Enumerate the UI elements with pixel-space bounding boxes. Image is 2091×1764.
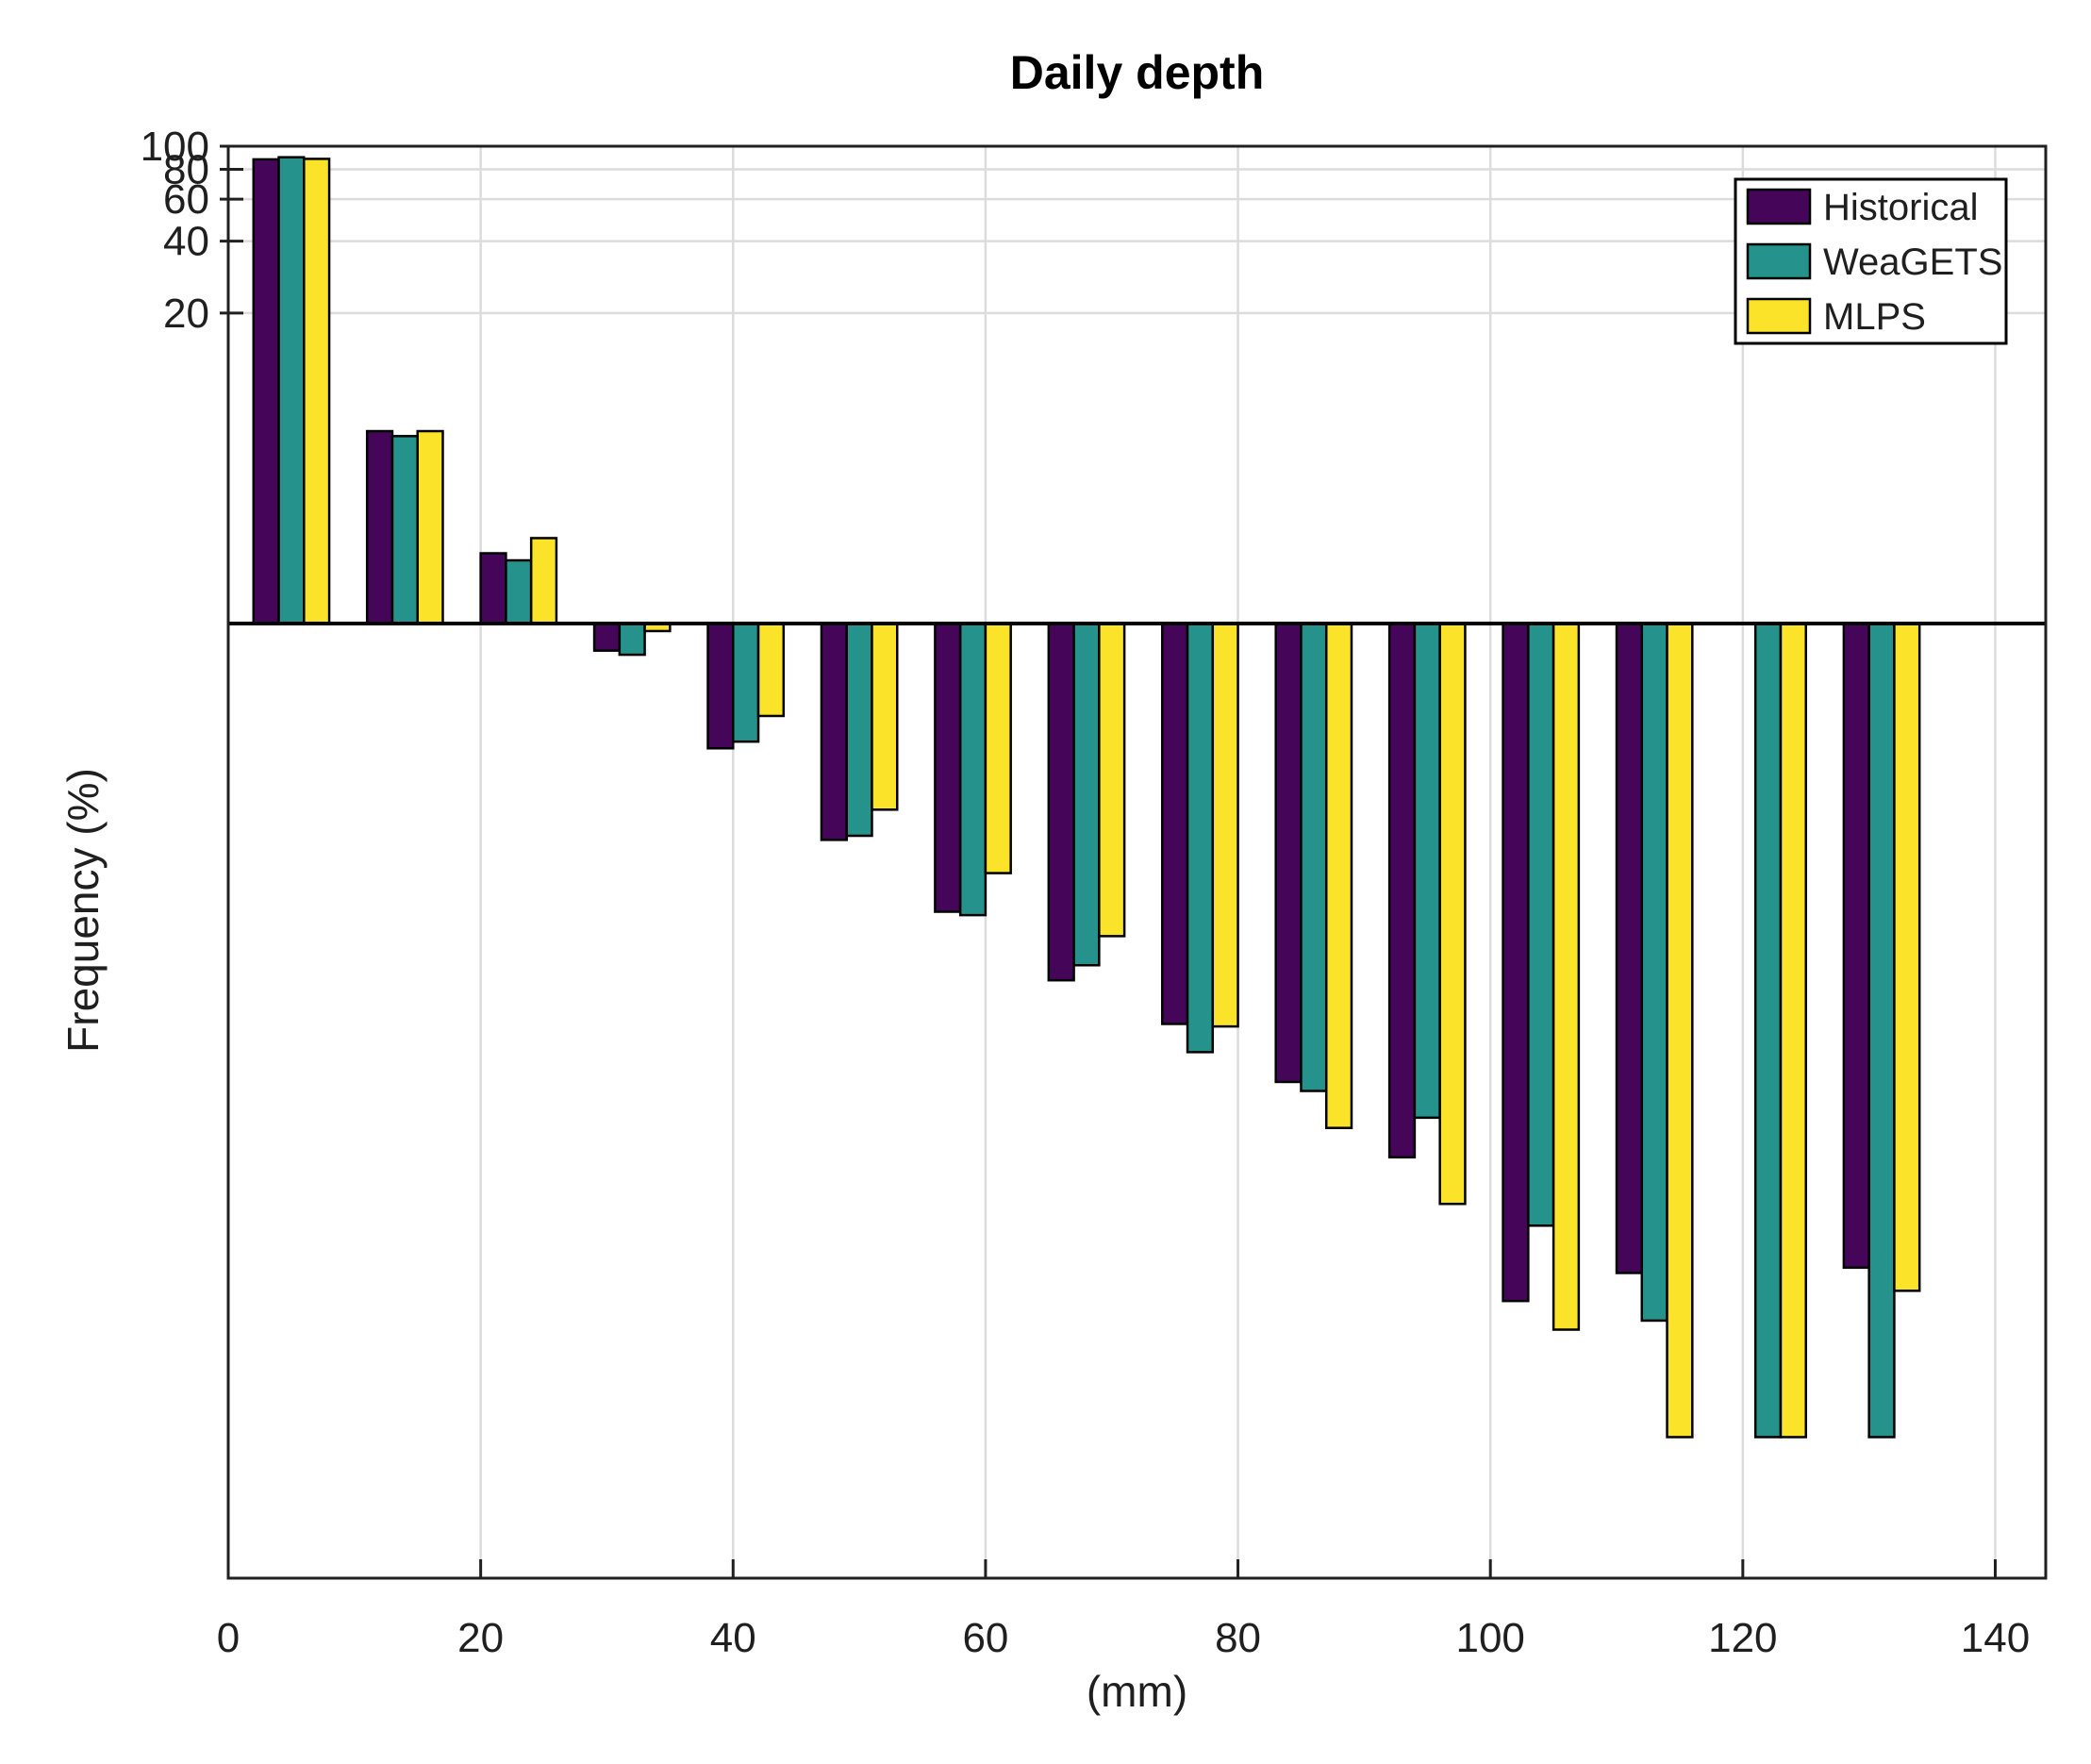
bar-MLPS-41mm [756,622,786,718]
x-tick-label-100: 100 [1455,1615,1524,1661]
x-tick-label-0: 0 [217,1615,240,1661]
bar-Historical-86mm [1274,622,1303,1084]
bar-WeaGETS-86mm [1300,622,1328,1092]
bar-MLPS-23mm [529,537,558,625]
legend-swatch-Historical [1746,188,1812,225]
bar-MLPS-50mm [871,622,899,811]
bar-Historical-32mm [592,622,622,652]
bar-MLPS-104mm [1552,622,1581,1331]
bar-WeaGETS-95mm [1413,622,1441,1120]
legend-swatch-MLPS [1746,297,1812,335]
y-tick-label-20: 20 [163,291,209,337]
bar-WeaGETS-113mm [1640,622,1668,1323]
bar-Historical-95mm [1387,622,1417,1159]
x-tick-label-120: 120 [1708,1615,1777,1661]
bar-Historical-68mm [1047,622,1075,982]
bar-Historical-113mm [1615,622,1644,1274]
bar-MLPS-122mm [1779,622,1807,1439]
x-tick-label-60: 60 [962,1615,1008,1661]
bar-MLPS-113mm [1666,622,1694,1439]
y-tick-label-40: 40 [163,219,209,265]
x-axis-label: (mm) [1086,1667,1188,1716]
bar-WeaGETS-131mm [1867,622,1896,1439]
bar-WeaGETS-77mm [1186,622,1215,1054]
bar-WeaGETS-14mm [390,435,419,625]
plot-border [226,144,2048,1580]
bar-MLPS-86mm [1324,622,1353,1129]
bar-WeaGETS-5mm [277,156,306,625]
bar-Historical-131mm [1842,622,1870,1270]
bar-MLPS-77mm [1211,622,1239,1028]
chart-title: Daily depth [1009,46,1265,99]
legend-label-WeaGETS: WeaGETS [1823,241,2002,283]
legend-label-MLPS: MLPS [1823,296,1926,338]
bar-Historical-41mm [706,622,735,750]
y-tick-label-80: 80 [163,147,209,193]
bar-MLPS-5mm [303,158,331,625]
bar-Historical-23mm [479,552,507,625]
bar-WeaGETS-41mm [732,622,760,743]
bar-Historical-59mm [934,622,962,913]
bar-WeaGETS-68mm [1072,622,1101,967]
legend-swatch-WeaGETS [1746,242,1812,280]
bar-WeaGETS-23mm [505,558,533,625]
bar-WeaGETS-32mm [618,622,646,657]
bar-Historical-5mm [252,158,280,625]
legend-label-Historical: Historical [1823,187,1978,228]
bar-MLPS-131mm [1893,622,1921,1292]
bar-Historical-50mm [820,622,848,841]
x-tick-label-140: 140 [1961,1615,2030,1661]
x-tick-label-80: 80 [1215,1615,1261,1661]
bar-WeaGETS-59mm [958,622,987,917]
bar-MLPS-59mm [984,622,1012,874]
x-tick-label-40: 40 [710,1615,756,1661]
y-tick-label-100: 100 [141,124,209,170]
bar-Historical-104mm [1502,622,1530,1303]
bar-Historical-77mm [1161,622,1189,1025]
bar-WeaGETS-122mm [1753,622,1783,1439]
bar-WeaGETS-104mm [1527,622,1555,1227]
bar-MLPS-95mm [1438,622,1467,1206]
y-tick-label-60: 60 [163,176,209,223]
x-tick-label-20: 20 [457,1615,504,1661]
bar-WeaGETS-50mm [845,622,873,838]
bar-Historical-14mm [365,429,394,625]
bar-MLPS-68mm [1098,622,1126,938]
bar-MLPS-14mm [416,429,444,625]
